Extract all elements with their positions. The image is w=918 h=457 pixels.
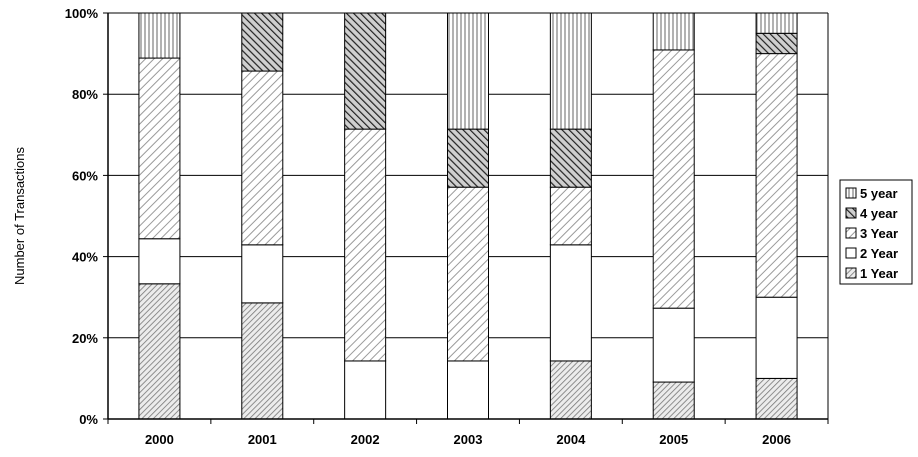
legend-label: 3 Year [860, 226, 898, 241]
bars [138, 12, 798, 420]
legend-label: 1 Year [860, 266, 898, 281]
x-tick-label: 2005 [659, 432, 688, 447]
bar-segment [755, 32, 798, 55]
bar-segment [549, 128, 592, 188]
y-tick-label: 0% [79, 412, 98, 427]
bar-segment [549, 244, 592, 362]
x-tick-label: 2006 [762, 432, 791, 447]
legend-label: 2 Year [860, 246, 898, 261]
bar-segment [755, 296, 798, 379]
bar-segment [652, 49, 695, 309]
bar-segment [241, 12, 284, 72]
legend-label: 4 year [860, 206, 898, 221]
x-tick-label: 2000 [145, 432, 174, 447]
y-tick-label: 80% [72, 87, 98, 102]
bar-segment [447, 360, 489, 420]
x-tick-label: 2003 [454, 432, 483, 447]
bar-segment [652, 307, 695, 383]
axes [107, 13, 829, 420]
legend-swatch [845, 207, 857, 219]
legend-swatch [845, 227, 857, 239]
legend-label: 5 year [860, 186, 898, 201]
bar-segment [138, 238, 181, 285]
x-tick-label: 2001 [248, 432, 277, 447]
bar-segment [652, 381, 695, 420]
legend-swatch [845, 247, 857, 259]
bar-segment [447, 186, 489, 362]
y-tick-label: 40% [72, 250, 98, 265]
y-tick-label: 20% [72, 331, 98, 346]
bar-segment [138, 283, 181, 420]
bar-segment [344, 360, 387, 420]
y-tick-label: 60% [72, 168, 98, 183]
bar-segment [241, 70, 284, 246]
bar-segment [344, 128, 387, 362]
bar-segment [549, 360, 592, 420]
bar-segment [755, 12, 798, 34]
bar-segment [755, 53, 798, 298]
bar-segment [241, 302, 284, 420]
bar-segment [138, 57, 181, 240]
bar-segment [344, 12, 387, 130]
legend-swatch [845, 187, 857, 199]
bar-segment [755, 377, 798, 420]
legend-swatch [845, 267, 857, 279]
bar-segment [549, 12, 592, 130]
bar-segment [447, 128, 489, 188]
bar-segment [549, 186, 592, 246]
y-axis-title: Number of Transactions [12, 147, 27, 286]
x-tick-label: 2002 [351, 432, 380, 447]
bar-segment [241, 244, 284, 304]
tick-labels: 0% 20% 40% 60% 80% 100% 2000 2001 2002 2003 2004 20… [65, 6, 829, 447]
y-tick-label: 100% [65, 6, 99, 21]
bar-segment [447, 12, 489, 130]
x-tick-label: 2004 [556, 432, 586, 447]
bar-segment [138, 12, 181, 59]
bar-segment [652, 12, 695, 51]
legend: 5 year 4 year 3 Year 2 Year 1 Year [839, 179, 913, 285]
